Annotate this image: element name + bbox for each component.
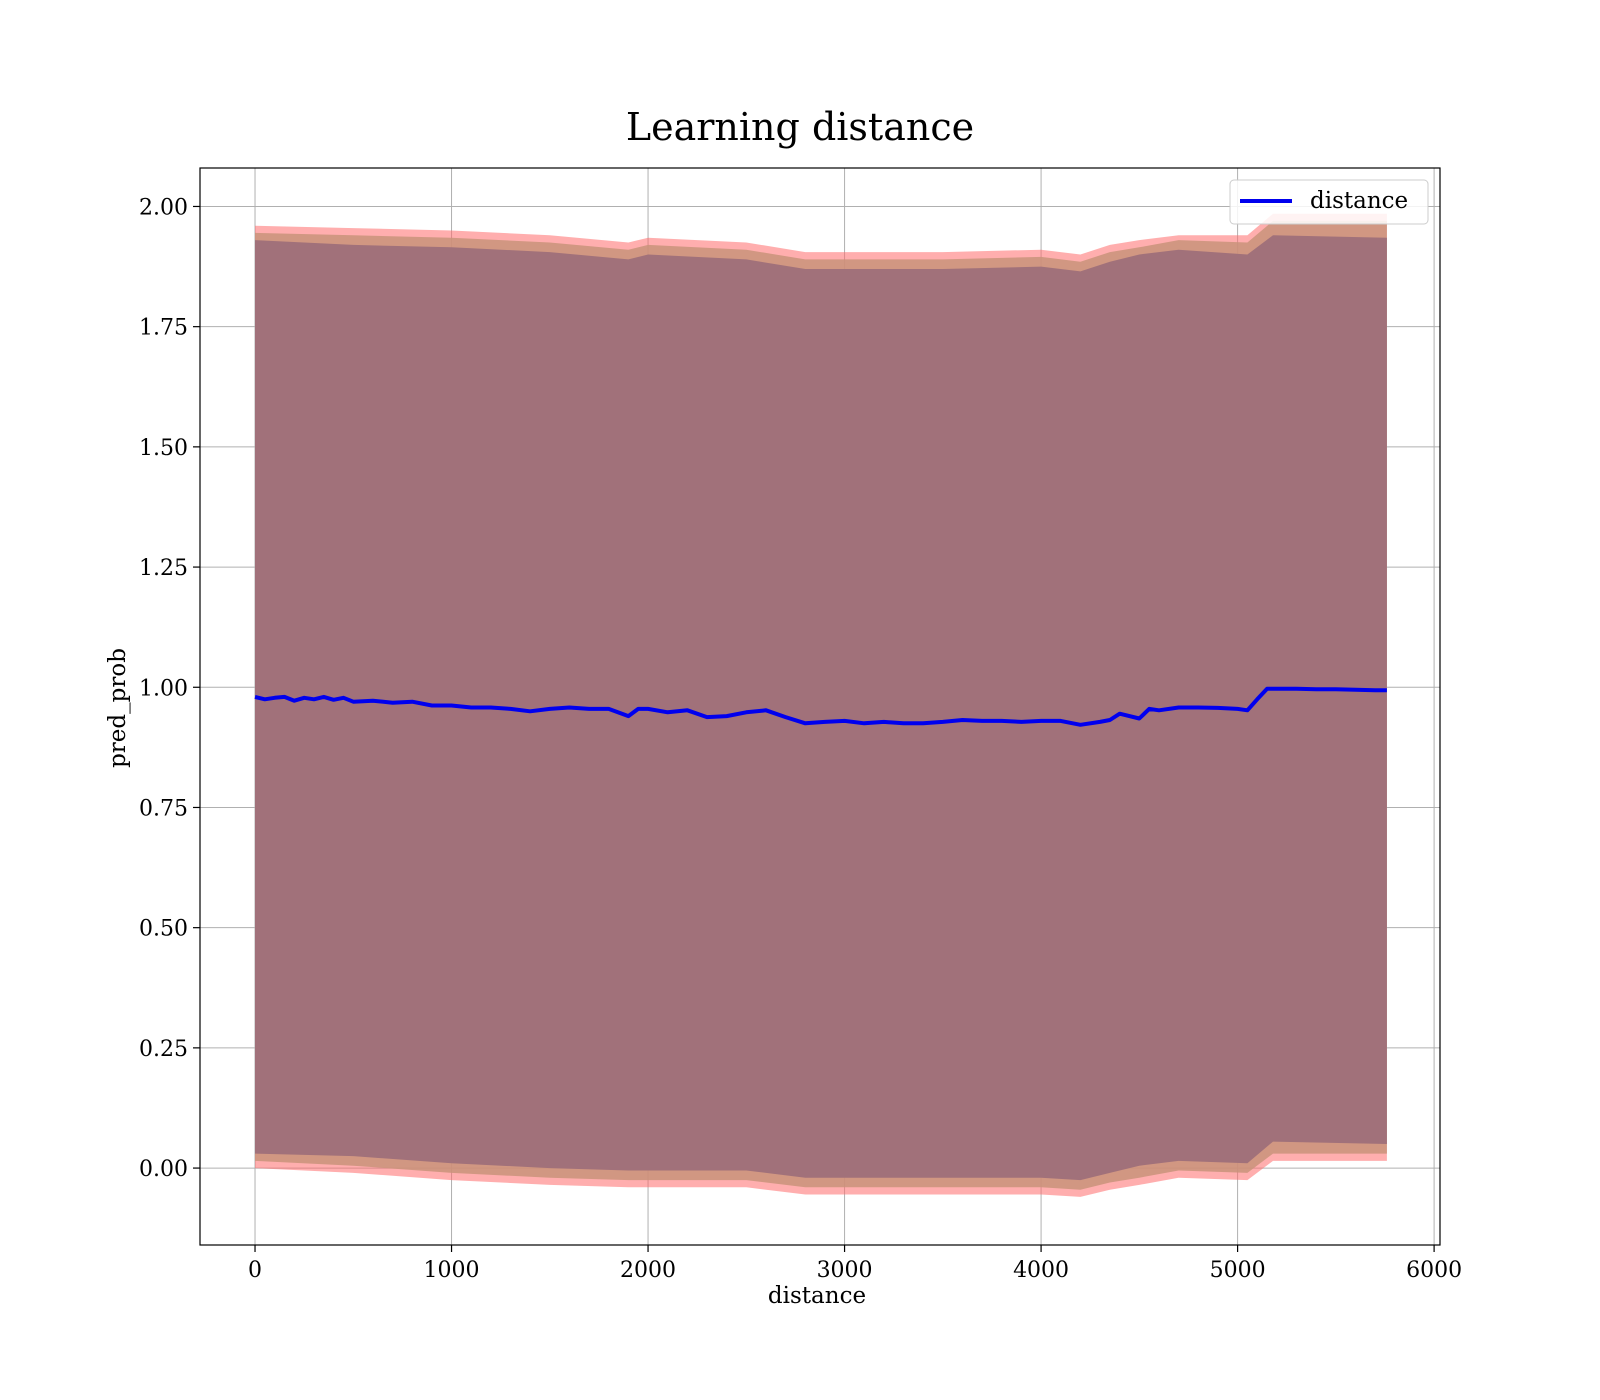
x-tick-label: 1000 [424,1258,480,1283]
x-tick-label: 6000 [1406,1258,1462,1283]
x-tick-label: 3000 [817,1258,873,1283]
y-tick-label: 2.00 [139,195,188,220]
y-tick-label: 0.75 [139,796,188,821]
y-tick-label: 1.00 [139,676,188,701]
y-tick-label: 0.50 [139,917,188,942]
y-tick-label: 1.50 [139,436,188,461]
x-tick-label: 0 [248,1258,262,1283]
series-line-distance [254,686,1387,727]
x-axis: 0 1000 2000 3000 4000 5000 6000 [248,1245,1462,1283]
x-tick-label: 5000 [1210,1258,1266,1283]
y-tick-label: 1.75 [139,316,188,341]
y-tick-label: 0.00 [139,1157,188,1182]
y-tick-label: 0.25 [139,1037,188,1062]
y-axis: 0.00 0.25 0.50 0.75 1.00 1.25 1.50 1.75 2.00 [139,195,200,1182]
plot-area [199,167,1441,1246]
legend-label-distance: distance [1310,188,1408,214]
legend-box [1229,179,1429,225]
legend: distance [1229,179,1429,225]
band-inner [255,235,1387,1181]
y-axis-label: pred_prob [105,648,131,768]
x-axis-label: distance [768,1283,866,1309]
x-tick-label: 4000 [1013,1258,1069,1283]
plot-frame [199,167,1441,1246]
x-tick-label: 2000 [620,1258,676,1283]
y-tick-label: 1.25 [139,556,188,581]
chart-title: Learning distance [626,105,974,149]
